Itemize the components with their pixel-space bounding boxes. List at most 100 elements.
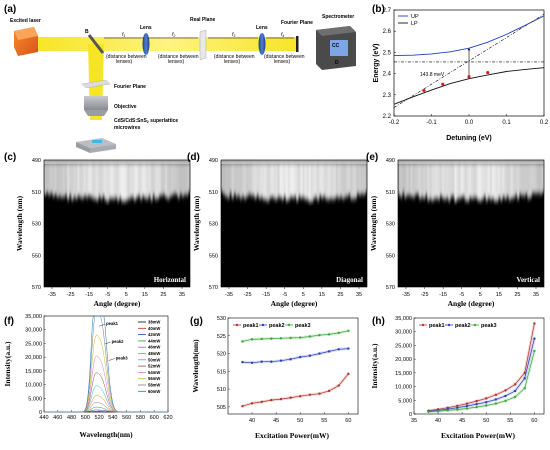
panel-e-band-strip	[502, 162, 505, 197]
excited-laser: Excited laser	[10, 18, 41, 56]
panel-f-ytick-label: 20,000	[25, 355, 42, 361]
panel-e-xlabel: Angle (degree)	[448, 299, 495, 308]
panel-d-band-strip	[337, 162, 341, 198]
panel-d-band-strip	[296, 162, 299, 201]
panel-h-xtick-label: 45	[459, 418, 465, 424]
dist-note-3a: (distance between	[214, 54, 255, 60]
panel-e-ytick-label: 490	[386, 158, 395, 164]
panel-c-band-strip	[87, 162, 91, 196]
panel-d-band-strip	[289, 162, 293, 197]
panel-c-ytick-label: 530	[32, 222, 41, 228]
panel-g-peak3-point	[337, 331, 340, 335]
panel-h-peak1-band	[428, 323, 536, 413]
panel-g-peak3-point	[260, 337, 263, 341]
panel-c-ytick-label: 550	[32, 253, 41, 259]
panel-g-peak2-point	[250, 361, 254, 364]
panel-h-peak3-point	[446, 409, 449, 412]
panel-g-peak3-point	[299, 336, 302, 339]
panel-d-band-strip	[277, 162, 280, 197]
panel-d-band-strip	[354, 162, 357, 199]
panel-d-band-strip	[356, 162, 360, 194]
panel-e-band-strip	[481, 162, 484, 199]
panel-e-band-strip	[510, 162, 514, 199]
panel-h-peak1-point	[485, 397, 488, 400]
panel-c-band-strip	[142, 162, 145, 196]
panel-g-peak1-point	[299, 395, 302, 398]
panel-g-peak2-point	[318, 352, 321, 355]
panel-c-band-strip	[66, 162, 70, 200]
panel-d-band-strip	[275, 162, 278, 200]
panel-d-band-strip	[246, 162, 249, 197]
panel-d-band-strip	[348, 162, 351, 195]
panel-b-ylabel: Energy (eV)	[373, 44, 380, 83]
panel-e-emission-band	[398, 162, 545, 202]
spectrometer: Spectrometer CC D	[316, 14, 356, 70]
panel-b-xtick-label: 0.1	[502, 120, 511, 126]
panel-e-band-strip	[491, 162, 495, 199]
sample-label-line2: microwires	[114, 125, 141, 131]
panel-c-band-strip	[148, 162, 151, 196]
panel-e-band-strip	[489, 162, 493, 200]
real-plane-label: Real Plane	[190, 17, 216, 23]
panel-c-band-strip	[85, 162, 89, 198]
panel-e-band-strip	[400, 162, 403, 197]
distance-notes: (distance between lenses) (distance betw…	[106, 54, 305, 65]
objective-label: Objective	[114, 104, 137, 110]
panel-d-ytick-label: 510	[209, 190, 218, 196]
panel-e-band-strip	[402, 162, 405, 193]
panel-b-data-point	[467, 75, 471, 79]
panel-e-ytick-label: 550	[386, 253, 395, 259]
panel-b-series-up	[393, 15, 545, 57]
panel-h-ytick-label: 30,000	[395, 330, 412, 336]
objective-lens: Objective	[84, 96, 137, 116]
panel-d-band-strip	[279, 162, 282, 198]
panel-e-band-strip	[450, 162, 453, 197]
panel-e-band-strip	[514, 162, 518, 195]
panel-f-legend-60mW: 60mW	[148, 389, 160, 394]
panel-g-legend-marker	[287, 323, 291, 327]
panel-h-ytick-label: 20,000	[395, 357, 412, 363]
panel-f-peak1-label: peak1	[106, 321, 119, 326]
panel-h-legend-peak1: peak1	[429, 323, 445, 329]
panel-c-band-strip	[121, 162, 124, 202]
panel-g-peak3-point	[289, 336, 292, 340]
f1-label: f1	[122, 32, 125, 38]
panel-e-top-glow	[398, 160, 544, 164]
panel-c-band-strip	[156, 162, 160, 199]
panel-f-legend-50mW: 50mW	[148, 357, 160, 362]
panel-b-label: (b)	[372, 4, 385, 15]
panel-e-xtick-label: -5	[459, 292, 464, 298]
panel-d-band-strip	[285, 162, 289, 201]
panel-c-band-strip	[171, 162, 174, 196]
panel-h-peak1-point	[523, 371, 526, 375]
panel-c-band-strip	[71, 162, 74, 200]
panel-h-xtick-label: 55	[507, 418, 513, 424]
panel-c-band-strip	[152, 162, 155, 195]
panel-h-peak2-point	[456, 406, 459, 409]
panel-d-band-strip	[341, 162, 345, 199]
panel-d-frame	[220, 159, 368, 288]
panel-h-peak2-line	[428, 338, 535, 412]
panel-g-peak1-point	[270, 398, 273, 402]
panel-c-band-strip	[98, 162, 101, 197]
panel-e-band-strip	[416, 162, 420, 194]
panel-e-band-strip	[485, 162, 489, 201]
panel-b-data-point	[486, 70, 490, 75]
panel-f-xtick-label: 540	[108, 415, 117, 421]
panel-h-peak2-point	[485, 401, 488, 404]
panel-f-ytick-label: 0	[39, 410, 42, 416]
panel-h-xtick-label: 50	[483, 418, 489, 424]
panel-g-peak2-point	[337, 348, 340, 351]
panel-e-band-strip	[425, 162, 428, 195]
panel-c-band-strip	[154, 162, 158, 199]
panel-h-label: (h)	[372, 316, 385, 327]
panel-e-xtick-label: 15	[496, 292, 502, 298]
spectrometer-label: Spectrometer	[322, 14, 354, 20]
panel-d-top-glow	[221, 160, 367, 164]
panel-g-peak1-point	[308, 393, 312, 396]
panel-e-band-strip	[460, 162, 464, 197]
panel-a-label: (a)	[4, 4, 16, 15]
panel-e-band-strip	[518, 162, 522, 195]
panel-c-band-strip	[110, 162, 114, 199]
panel-h-legend-marker	[447, 323, 451, 327]
